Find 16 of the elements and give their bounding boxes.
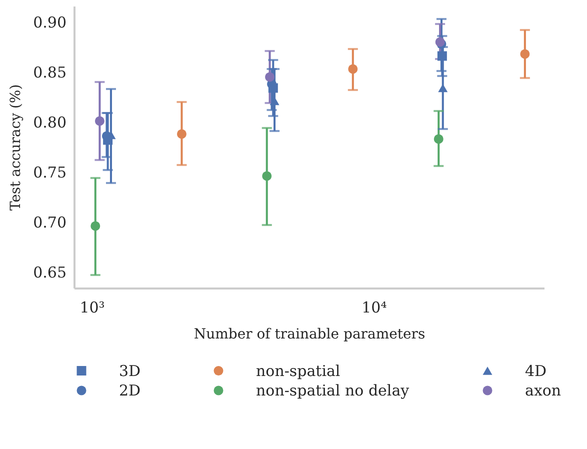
legend-label: non-spatial no delay [256,382,410,400]
y-tick-label: 0.85 [33,64,66,82]
x-tick-label: 10⁴ [362,298,387,316]
y-axis-title: Test accuracy (%) [8,84,24,211]
legend-label: 4D [525,362,547,380]
legend-label: 2D [119,382,141,400]
y-tick-label: 0.80 [33,114,66,132]
x-axis-title: Number of trainable parameters [194,326,426,342]
y-tick-label: 0.90 [33,14,66,32]
legend-label: 3D [119,362,141,380]
y-tick-label: 0.70 [33,214,66,232]
legend-label: non-spatial [256,362,340,380]
y-tick-label: 0.75 [33,164,66,182]
legend-label: axon [525,382,562,400]
x-tick-label: 10³ [80,298,105,316]
y-tick-label: 0.65 [33,264,66,282]
